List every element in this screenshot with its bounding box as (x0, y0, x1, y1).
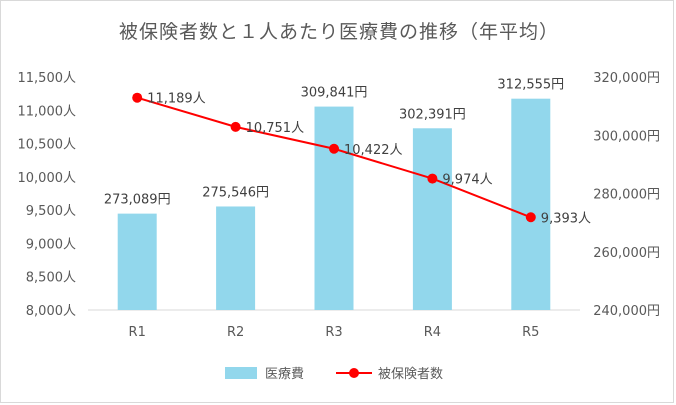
category-label: R1 (129, 325, 146, 340)
line-series: 11,189人 10,751人 10,422人 9,974人 9,393人 (132, 92, 591, 226)
bar-series: 273,089円 275,546円 309,841円 302,391円 312,555円 (104, 78, 564, 310)
legend-bar-label: 医療費 (265, 367, 304, 382)
bar-data-label: 275,546円 (202, 185, 269, 200)
bar-data-label: 273,089円 (104, 193, 171, 208)
bar (314, 106, 354, 310)
line-data-label: 10,751人 (246, 121, 305, 136)
legend: 医療費 被保険者数 (225, 367, 443, 382)
category-label: R5 (522, 325, 539, 340)
right-tick-label: 300,000円 (593, 129, 660, 144)
category-label: R2 (227, 325, 244, 340)
left-tick-label: 9,000人 (26, 237, 76, 252)
left-tick-label: 8,000人 (26, 304, 76, 319)
bar (511, 98, 551, 310)
right-tick-label: 240,000円 (593, 304, 660, 319)
chart-title: 被保険者数と１人あたり医療費の推移（年平均） (118, 21, 559, 43)
line-point (329, 143, 339, 154)
line-point (132, 92, 143, 103)
line-data-label: 9,974人 (442, 173, 492, 188)
bar-data-label: 302,391円 (399, 107, 466, 122)
legend-line-label: 被保険者数 (378, 367, 443, 382)
left-tick-label: 10,500人 (18, 138, 77, 153)
right-tick-label: 260,000円 (593, 246, 660, 261)
line-point (230, 121, 241, 132)
category-labels: R1 R2 R3 R4 R5 (129, 325, 540, 340)
left-axis-ticks: 8,000人 8,500人 9,000人 9,500人 10,000人 10,500人 11… (18, 71, 77, 319)
bar (216, 206, 256, 310)
bar (412, 128, 452, 310)
left-tick-label: 11,500人 (18, 71, 77, 86)
line-data-label: 10,422人 (344, 143, 403, 158)
left-tick-label: 8,500人 (26, 271, 76, 286)
bar-data-label: 312,555円 (497, 78, 564, 93)
category-label: R4 (424, 325, 441, 340)
right-axis-ticks: 240,000円 260,000円 280,000円 300,000円 320,000円 (593, 71, 660, 319)
right-tick-label: 280,000円 (593, 188, 660, 203)
left-tick-label: 9,500人 (26, 204, 76, 219)
left-tick-label: 11,000人 (18, 104, 77, 119)
right-tick-label: 320,000円 (593, 71, 660, 86)
line-point (525, 212, 536, 223)
bar (117, 213, 157, 310)
line-data-label: 11,189人 (147, 92, 206, 107)
line-data-label: 9,393人 (541, 211, 591, 226)
line-point (427, 173, 438, 184)
left-tick-label: 10,000人 (18, 171, 77, 186)
bar-data-label: 309,841円 (301, 86, 368, 101)
category-label: R3 (325, 325, 342, 340)
legend-line-marker (349, 368, 359, 378)
legend-bar-swatch (225, 367, 257, 379)
